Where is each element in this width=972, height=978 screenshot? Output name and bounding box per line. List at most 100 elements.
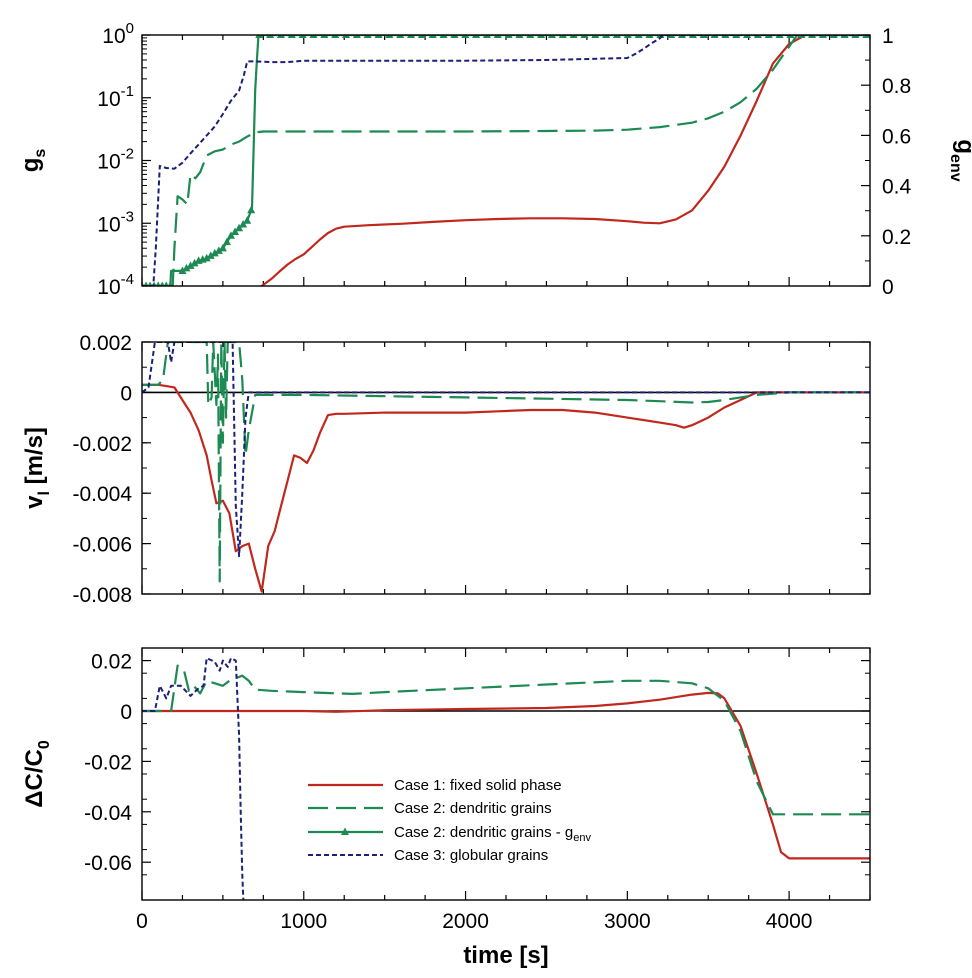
series-marker bbox=[239, 220, 248, 228]
series-marker bbox=[699, 35, 708, 38]
series-marker bbox=[342, 35, 351, 38]
y-tick-label: 10-2 bbox=[97, 146, 134, 174]
series-marker bbox=[743, 35, 752, 38]
series-marker bbox=[287, 35, 296, 38]
series-marker bbox=[417, 35, 426, 38]
series-marker bbox=[159, 281, 165, 286]
y-tick-label: 0 bbox=[120, 701, 132, 724]
legend-entry: Case 2: dendritic grains bbox=[394, 800, 552, 817]
legend-entry: Case 1: fixed solid phase bbox=[394, 777, 562, 794]
series-marker bbox=[202, 253, 211, 262]
x-tick-label: 4000 bbox=[766, 910, 813, 933]
x-axis-label: time [s] bbox=[463, 942, 548, 969]
series-marker bbox=[210, 248, 219, 257]
series-marker bbox=[247, 205, 256, 214]
y-tick-label: 10-3 bbox=[97, 208, 134, 236]
series-marker bbox=[218, 243, 227, 252]
series-marker bbox=[526, 35, 535, 38]
series-marker bbox=[298, 35, 307, 38]
series-marker bbox=[461, 35, 470, 38]
series-marker bbox=[352, 35, 361, 38]
y-axis-label: gs bbox=[17, 149, 49, 173]
series-line bbox=[142, 664, 870, 816]
series-marker bbox=[612, 35, 621, 38]
legend-entry: Case 3: globular grains bbox=[394, 847, 548, 864]
series-marker bbox=[537, 35, 546, 38]
series-marker bbox=[558, 35, 567, 38]
series-marker bbox=[721, 35, 730, 38]
x-tick-label: 1000 bbox=[280, 910, 327, 933]
series-marker bbox=[231, 227, 240, 236]
series-marker bbox=[591, 35, 600, 38]
series-line bbox=[142, 35, 870, 286]
y-tick-label: -0.008 bbox=[72, 584, 132, 607]
y-right-tick-label: 0.8 bbox=[882, 75, 911, 98]
y-tick-label: -0.02 bbox=[84, 751, 132, 774]
series-marker bbox=[214, 246, 223, 254]
series-marker bbox=[786, 35, 795, 38]
panel-liquid-velocity: 0.002 0 -0.002 -0.004 -0.006 -0.008 vl [m/s] bbox=[21, 332, 871, 607]
panel-solid-fraction: 10-4 10-3 10-2 10-1 100 0 0.2 0.4 0.6 0.8 1 gs genv bbox=[17, 20, 972, 299]
series-marker bbox=[667, 35, 676, 38]
series-marker bbox=[710, 35, 719, 38]
y-axis-label: ΔC/C0 bbox=[21, 740, 53, 808]
series-marker bbox=[167, 281, 173, 286]
series-marker bbox=[829, 35, 838, 38]
series-marker bbox=[178, 266, 187, 274]
series-marker bbox=[276, 35, 285, 38]
series-marker bbox=[407, 35, 416, 38]
series-line bbox=[142, 35, 870, 286]
series-marker bbox=[428, 35, 437, 38]
plot-frame bbox=[141, 647, 871, 901]
series-marker bbox=[634, 35, 643, 38]
series-marker bbox=[840, 35, 849, 38]
y-tick-label: -0.06 bbox=[84, 852, 132, 875]
series-marker bbox=[504, 35, 513, 38]
series-marker bbox=[235, 223, 244, 232]
series-marker bbox=[602, 35, 611, 38]
series-line bbox=[142, 35, 870, 286]
legend: Case 1: fixed solid phase Case 2: dendrit… bbox=[308, 777, 592, 864]
y-tick-label: -0.006 bbox=[72, 534, 132, 557]
series-marker bbox=[818, 35, 827, 38]
y-right-tick-label: 0.2 bbox=[882, 226, 911, 249]
series-marker bbox=[547, 35, 556, 38]
y-right-tick-label: 0.6 bbox=[882, 125, 911, 148]
series-marker bbox=[182, 263, 191, 272]
plot-frame bbox=[141, 341, 871, 595]
series-marker bbox=[190, 258, 199, 267]
y-right-tick-label: 0 bbox=[882, 276, 894, 299]
series-marker bbox=[439, 35, 448, 38]
series-marker bbox=[569, 35, 578, 38]
series-line bbox=[142, 383, 870, 593]
y-tick-label: 0 bbox=[120, 382, 132, 405]
series-marker bbox=[645, 35, 654, 38]
series-marker bbox=[678, 35, 687, 38]
series-marker bbox=[266, 35, 275, 38]
series-marker bbox=[163, 281, 169, 286]
series-marker bbox=[808, 35, 817, 38]
x-tick-label: 2000 bbox=[442, 910, 489, 933]
y-tick-label: -0.04 bbox=[84, 802, 132, 825]
y-right-tick-label: 0.4 bbox=[882, 176, 912, 199]
series-marker bbox=[515, 35, 524, 38]
series-marker bbox=[482, 35, 491, 38]
y-tick-label: 10-1 bbox=[97, 83, 134, 111]
series-marker bbox=[775, 35, 784, 38]
series-marker bbox=[320, 35, 329, 38]
series-marker bbox=[155, 281, 161, 286]
series-line bbox=[261, 35, 870, 286]
series-line bbox=[142, 342, 870, 558]
y-tick-label: -0.004 bbox=[72, 483, 132, 506]
series-marker bbox=[143, 281, 149, 286]
series-line bbox=[142, 342, 870, 583]
series-marker bbox=[851, 35, 860, 38]
series-marker bbox=[797, 35, 806, 38]
y-tick-label: 100 bbox=[102, 20, 134, 48]
series-marker bbox=[309, 35, 318, 38]
series-marker bbox=[862, 35, 870, 38]
series-marker bbox=[472, 35, 481, 38]
plot-frame bbox=[141, 34, 871, 287]
series-marker bbox=[396, 35, 405, 38]
